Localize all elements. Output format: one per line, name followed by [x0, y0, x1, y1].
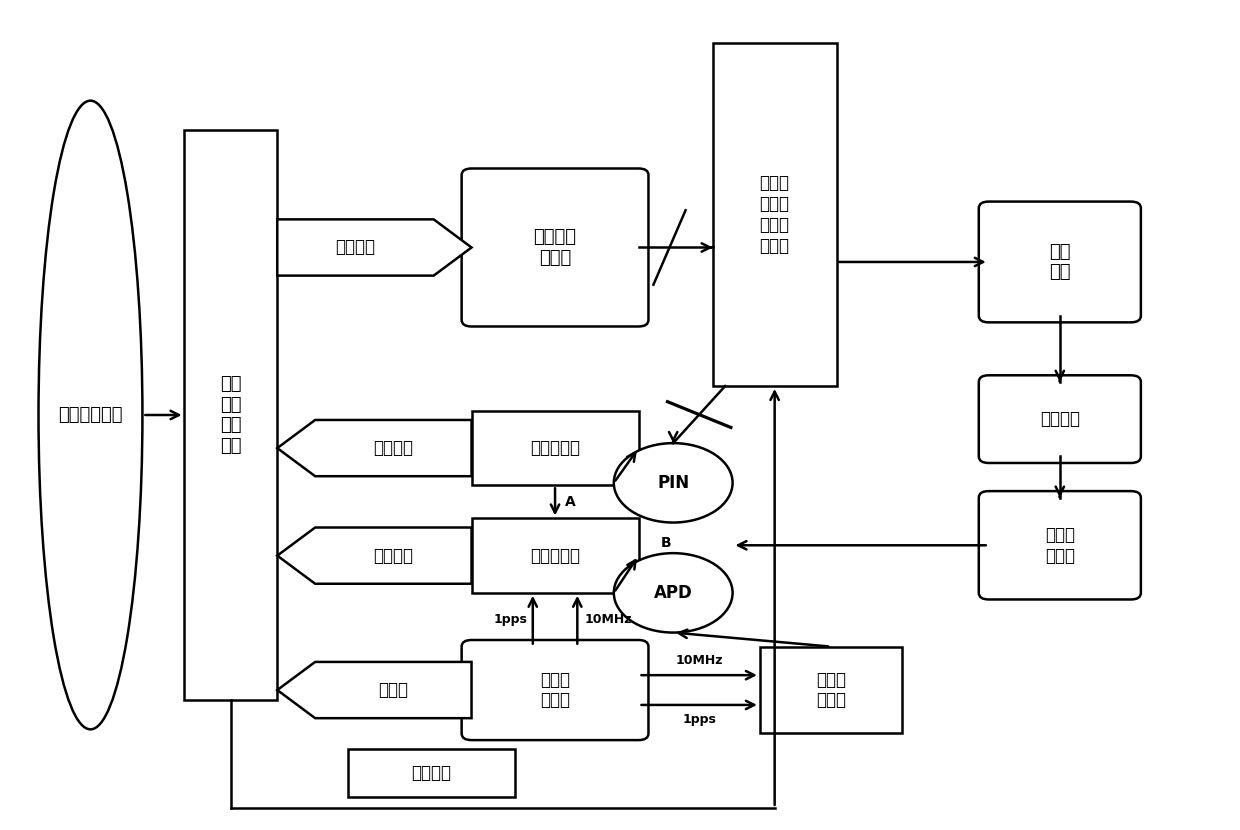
- Text: 超短脉冲
激光器: 超短脉冲 激光器: [533, 228, 577, 267]
- Text: 折轴发
射系统
（两级
扩束）: 折轴发 射系统 （两级 扩束）: [760, 174, 790, 255]
- Text: 时间频
率基准: 时间频 率基准: [541, 671, 570, 710]
- Text: 控制指令: 控制指令: [412, 764, 451, 782]
- Text: 事件计时器: 事件计时器: [529, 547, 580, 564]
- FancyBboxPatch shape: [978, 202, 1141, 322]
- Text: 恒比鉴别器: 恒比鉴别器: [529, 439, 580, 457]
- Ellipse shape: [38, 100, 143, 730]
- Polygon shape: [278, 662, 471, 718]
- Polygon shape: [278, 528, 471, 583]
- Bar: [471, 519, 639, 593]
- Text: 地靶
目标: 地靶 目标: [1049, 242, 1070, 281]
- Text: 距离门
控电路: 距离门 控电路: [816, 671, 846, 710]
- Text: A: A: [564, 495, 575, 509]
- Text: PIN: PIN: [657, 474, 689, 492]
- Text: 10MHz: 10MHz: [584, 613, 632, 627]
- Bar: [471, 411, 639, 486]
- FancyBboxPatch shape: [461, 640, 649, 740]
- Text: 回波脉冲: 回波脉冲: [1040, 410, 1080, 428]
- Text: 卫星轨道预报: 卫星轨道预报: [58, 406, 123, 424]
- Circle shape: [614, 443, 733, 523]
- Polygon shape: [278, 219, 471, 276]
- Polygon shape: [278, 420, 471, 476]
- FancyBboxPatch shape: [978, 491, 1141, 599]
- FancyBboxPatch shape: [978, 375, 1141, 463]
- Text: 10MHz: 10MHz: [676, 654, 723, 666]
- Text: 时间间隔: 时间间隔: [373, 547, 413, 564]
- Bar: [760, 647, 901, 734]
- Bar: [713, 43, 837, 386]
- Text: B: B: [661, 536, 671, 550]
- Text: 发射时刻: 发射时刻: [373, 439, 413, 457]
- Text: 秒信号: 秒信号: [378, 681, 408, 699]
- Circle shape: [614, 553, 733, 632]
- Text: 1pps: 1pps: [682, 713, 717, 726]
- Bar: [185, 129, 278, 701]
- Text: 1pps: 1pps: [494, 613, 527, 627]
- Text: 发射指令: 发射指令: [336, 238, 376, 256]
- Bar: [347, 749, 515, 797]
- Text: 接收光
学系统: 接收光 学系统: [1045, 526, 1075, 564]
- Text: APD: APD: [653, 583, 693, 602]
- FancyBboxPatch shape: [461, 168, 649, 326]
- Text: 工控
机多
功能
接口: 工控 机多 功能 接口: [221, 375, 242, 455]
